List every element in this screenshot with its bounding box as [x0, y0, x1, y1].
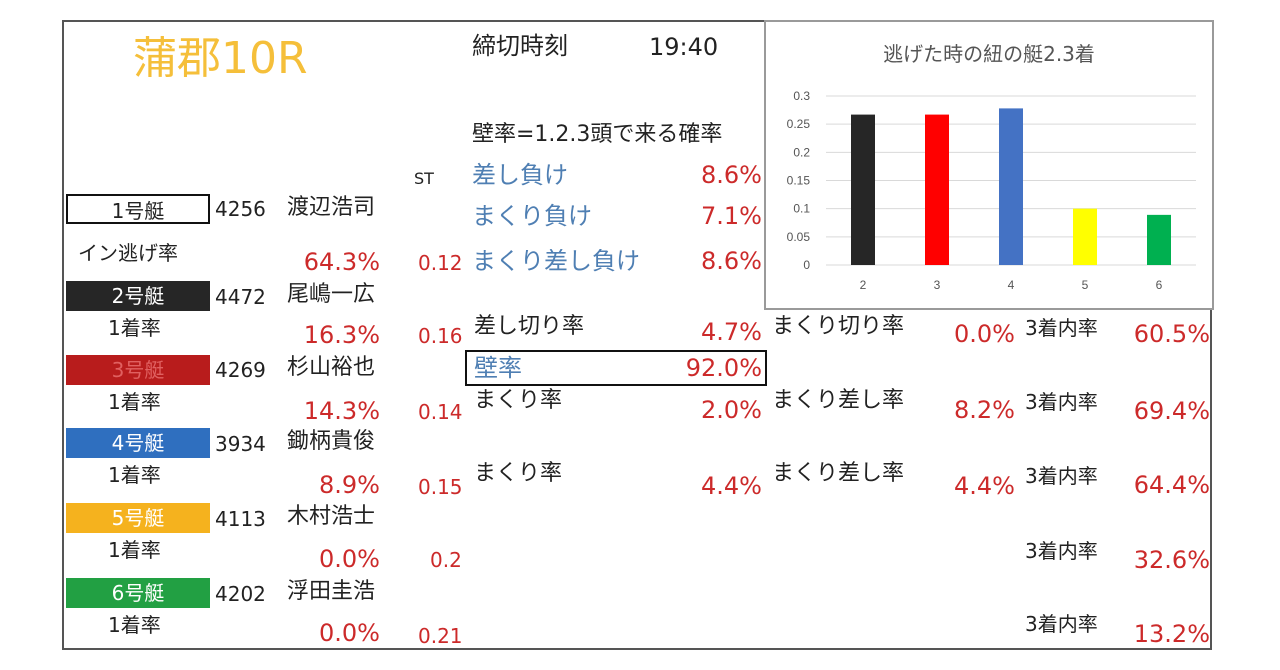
y-tick-label: 0.3 [793, 89, 810, 103]
bar-4 [999, 108, 1023, 265]
boat-5-rate-label: 1着率 [108, 538, 161, 562]
boat-2-number: 4472 [215, 285, 266, 309]
boat-3-name: 杉山裕也 [287, 355, 376, 380]
top3-value-3: 69.4% [1133, 397, 1210, 425]
bar-3 [925, 114, 949, 265]
boat-3-number: 4269 [215, 358, 266, 382]
x-tick-label: 6 [1156, 278, 1163, 292]
boat-4-rate: 8.9% [319, 471, 380, 499]
boat-4-makuri-value: 4.4% [701, 472, 762, 500]
y-tick-label: 0.05 [787, 230, 811, 244]
sashikiri-label: 差し切り率 [474, 314, 585, 339]
bar-chart: 逃げた時の紐の艇2.3着 0 0.05 0.1 0.15 0.2 0.25 0.3 2 3 4 5 6 [764, 20, 1214, 310]
boat-6-st: 0.21 [418, 624, 463, 648]
deadline-label: 締切時刻 [472, 32, 568, 60]
boat-4-makurisashi-value: 4.4% [954, 472, 1015, 500]
loss-label-sashi: 差し負け [472, 161, 568, 189]
loss-label-makurisashi: まくり差し負け [472, 249, 640, 273]
x-tick-label: 5 [1082, 278, 1089, 292]
top3-value-5: 32.6% [1133, 546, 1210, 574]
boat-4-st: 0.15 [418, 475, 463, 499]
boat-4-rate-label: 1着率 [108, 463, 161, 487]
bar-2 [851, 114, 875, 265]
top3-value-2: 60.5% [1133, 320, 1210, 348]
wall-rate-label: 壁率 [474, 354, 522, 382]
boat-5-rate: 0.0% [319, 545, 380, 573]
boat-4-number: 3934 [215, 432, 266, 456]
boat-5-label: 5号艇 [66, 503, 210, 533]
boat-1-rate-label: イン逃げ率 [78, 241, 178, 265]
boat-6-name: 浮田圭浩 [287, 579, 376, 604]
boat-3-makuri-value: 2.0% [701, 396, 762, 424]
y-tick-label: 0 [803, 258, 810, 272]
bar-6 [1147, 214, 1171, 265]
boat-4-label: 4号艇 [66, 428, 210, 458]
loss-label-makuri: まくり負け [472, 202, 592, 230]
boat-2-rate-label: 1着率 [108, 316, 161, 340]
boat-2-st: 0.16 [418, 324, 463, 348]
boat-4-makuri-label: まくり率 [474, 461, 563, 486]
chart-plot: 0 0.05 0.1 0.15 0.2 0.25 0.3 2 3 4 5 6 [787, 89, 1196, 292]
st-label: ST [414, 169, 434, 188]
boat-1-name: 渡辺浩司 [287, 195, 376, 220]
top3-label-4: 3着内率 [1025, 464, 1098, 488]
deadline-time: 19:40 [649, 33, 719, 61]
chart-title: 逃げた時の紐の艇2.3着 [883, 42, 1095, 66]
top3-label-6: 3着内率 [1025, 612, 1098, 636]
boat-2-label: 2号艇 [66, 281, 210, 311]
boat-3-makuri-label: まくり率 [474, 388, 563, 413]
boat-5-number: 4113 [215, 507, 266, 531]
boat-1-label: 1号艇 [66, 194, 210, 224]
boat-3-rate-label: 1着率 [108, 390, 161, 414]
x-tick-label: 4 [1008, 278, 1015, 292]
y-tick-label: 0.15 [787, 174, 811, 188]
y-tick-label: 0.25 [787, 117, 811, 131]
wall-rate-value: 92.0% [685, 354, 762, 382]
boat-5-name: 木村浩士 [287, 504, 376, 529]
top3-label-2: 3着内率 [1025, 316, 1098, 340]
top3-label-5: 3着内率 [1025, 539, 1098, 563]
boat-3-makurisashi-label: まくり差し率 [772, 388, 905, 413]
boat-3-makurisashi-value: 8.2% [954, 396, 1015, 424]
top3-value-6: 13.2% [1133, 620, 1210, 648]
loss-value-sashi: 8.6% [701, 161, 762, 189]
boat-4-name: 鋤柄貴俊 [287, 429, 376, 454]
top3-label-3: 3着内率 [1025, 390, 1098, 414]
x-tick-label: 3 [934, 278, 941, 292]
boat-3-st: 0.14 [418, 400, 463, 424]
boat-5-st: 0.2 [430, 548, 462, 572]
wall-rate-header: 壁率=1.2.3頭で来る確率 [472, 122, 723, 147]
boat-1-st: 0.12 [418, 251, 463, 275]
loss-value-makuri: 7.1% [701, 202, 762, 230]
makurikiri-label: まくり切り率 [772, 314, 905, 339]
wall-rate-box [465, 350, 767, 386]
boat-3-label: 3号艇 [66, 355, 210, 385]
y-tick-label: 0.2 [793, 145, 810, 159]
top3-value-4: 64.4% [1133, 471, 1210, 499]
boat-2-name: 尾嶋一広 [287, 282, 376, 307]
boat-4-makurisashi-label: まくり差し率 [772, 461, 905, 486]
boat-6-rate: 0.0% [319, 619, 380, 647]
boat-6-number: 4202 [215, 582, 266, 606]
y-tick-label: 0.1 [793, 202, 810, 216]
race-title: 蒲郡10R [133, 33, 308, 84]
boat-1-number: 4256 [215, 197, 266, 221]
boat-6-rate-label: 1着率 [108, 613, 161, 637]
makurikiri-value: 0.0% [954, 320, 1015, 348]
boat-3-rate: 14.3% [303, 397, 380, 425]
loss-value-makurisashi: 8.6% [701, 247, 762, 275]
bar-5 [1073, 208, 1097, 265]
sashikiri-value: 4.7% [701, 318, 762, 346]
x-tick-label: 2 [860, 278, 867, 292]
boat-2-rate: 16.3% [303, 321, 380, 349]
boat-1-rate: 64.3% [303, 248, 380, 276]
boat-6-label: 6号艇 [66, 578, 210, 608]
